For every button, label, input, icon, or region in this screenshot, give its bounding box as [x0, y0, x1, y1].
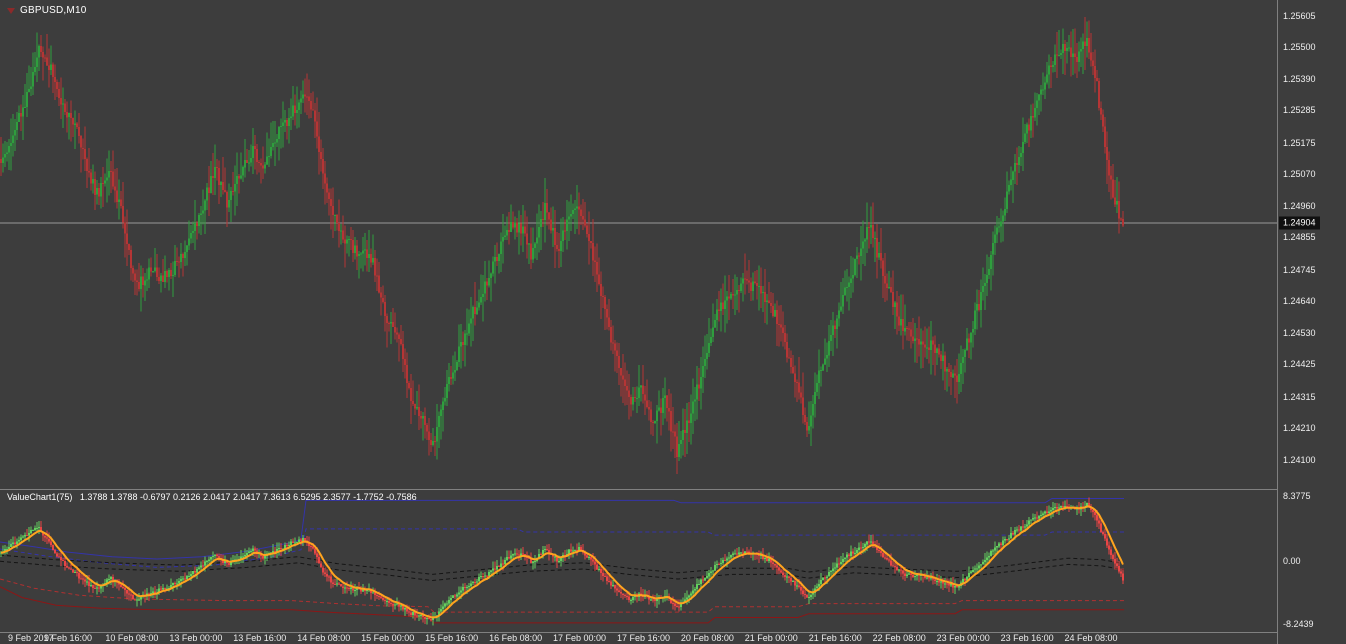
time-axis-label: 16 Feb 08:00 — [489, 633, 543, 643]
indicator-name: ValueChart1(75) — [7, 492, 73, 502]
time-axis-label: 15 Feb 16:00 — [425, 633, 479, 643]
time-axis-label: 20 Feb 08:00 — [680, 633, 734, 643]
price-axis-label: 1.24530 — [1283, 328, 1316, 339]
price-axis-label: 1.24745 — [1283, 264, 1316, 275]
price-axis-label: 1.24100 — [1283, 455, 1316, 465]
symbol-timeframe-dropdown[interactable]: GBPUSD,M10 — [7, 5, 86, 16]
main-chart-canvas[interactable] — [0, 0, 1277, 490]
time-axis-label: 22 Feb 08:00 — [872, 633, 926, 643]
time-axis-label: 14 Feb 08:00 — [297, 633, 351, 643]
price-axis-label: 1.25605 — [1283, 11, 1316, 21]
time-axis-label: 9 Feb 2017 — [8, 633, 54, 643]
time-axis-label: 23 Feb 00:00 — [936, 633, 990, 643]
time-axis-label: 17 Feb 00:00 — [552, 633, 607, 643]
price-axis-label: 1.24315 — [1283, 391, 1316, 402]
time-axis[interactable]: 9 Feb 2017 9 Feb 16:00 10 Feb 08:00 13 Feb … — [0, 633, 1277, 644]
indicator-panel-separator[interactable] — [0, 489, 1277, 490]
price-axis-label: 1.25390 — [1283, 74, 1316, 85]
time-axis-label: 15 Feb 00:00 — [361, 633, 415, 643]
price-axis[interactable]: 1.25605 1.25500 1.25390 1.25285 1.25175 1.250… — [1278, 0, 1346, 644]
price-axis-label: 1.24425 — [1283, 359, 1316, 370]
price-axis-label: 1.25175 — [1283, 137, 1316, 148]
time-axis-label: 21 Feb 00:00 — [744, 633, 798, 643]
indicator-canvas[interactable] — [0, 490, 1277, 631]
time-axis-label: 10 Feb 08:00 — [105, 633, 159, 643]
time-axis-label: 9 Feb 16:00 — [43, 633, 93, 643]
price-axis-label: 1.25070 — [1283, 168, 1316, 179]
price-axis-border — [1277, 0, 1278, 644]
time-axis-label: 17 Feb 16:00 — [616, 633, 671, 643]
indicator-axis-label: 8.3775 — [1283, 491, 1311, 501]
price-axis-label: 1.25285 — [1283, 105, 1316, 116]
time-axis-label: 21 Feb 16:00 — [808, 633, 862, 643]
price-axis-label: 1.24855 — [1283, 232, 1316, 243]
time-axis-separator — [0, 632, 1277, 633]
current-price-badge: 1.24904 — [1279, 216, 1320, 230]
time-axis-label: 13 Feb 16:00 — [233, 633, 287, 643]
indicator-title: ValueChart1(75) 1.3788 1.3788 -0.6797 0.… — [7, 492, 422, 502]
price-axis-label: 1.24210 — [1283, 422, 1316, 433]
indicator-axis-label: -8.2439 — [1283, 619, 1314, 629]
price-axis-label: 1.24960 — [1283, 201, 1316, 212]
indicator-values: 1.3788 1.3788 -0.6797 0.2126 2.0417 2.04… — [79, 492, 417, 502]
time-axis-label: 24 Feb 08:00 — [1064, 633, 1118, 643]
price-axis-label: 1.25500 — [1283, 42, 1316, 52]
price-axis-label: 1.24640 — [1283, 295, 1316, 306]
indicator-axis-label: 0.00 — [1283, 555, 1301, 566]
symbol-timeframe-label: GBPUSD,M10 — [20, 5, 87, 16]
time-axis-label: 13 Feb 00:00 — [169, 633, 223, 643]
dropdown-triangle-icon — [7, 7, 15, 14]
time-axis-label: 23 Feb 16:00 — [1000, 633, 1054, 643]
